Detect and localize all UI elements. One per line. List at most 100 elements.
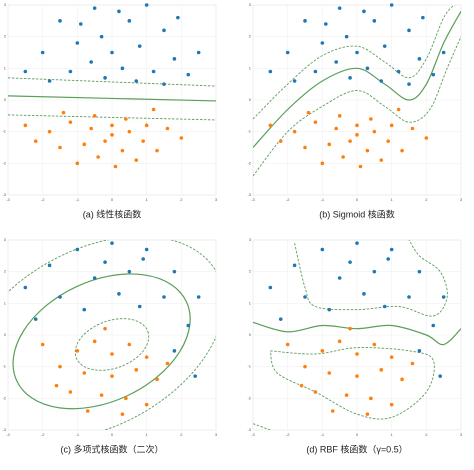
point [337, 339, 342, 344]
point [75, 161, 80, 166]
panel: -3 -2 -1 0 1 2 3 -3 -2 -1 0 1 2 3 (b) Sigmoid 核函数 [247, 2, 462, 219]
point [355, 123, 359, 128]
point [165, 361, 170, 366]
point [268, 285, 273, 290]
point [92, 339, 97, 344]
point [176, 15, 180, 20]
point [82, 142, 87, 147]
point [85, 409, 90, 413]
point [79, 22, 83, 26]
point [407, 82, 411, 86]
point [355, 50, 359, 55]
point [365, 66, 370, 71]
boundary-line [253, 11, 461, 148]
y-tick-label: 2 [249, 34, 252, 39]
point [92, 6, 97, 10]
point [334, 60, 339, 64]
boundary-line [8, 77, 216, 87]
boundary-ellipse [74, 318, 150, 371]
point [369, 396, 373, 401]
x-tick-label: 2 [425, 197, 428, 202]
point [96, 155, 100, 159]
point [278, 139, 283, 143]
x-tick-label: 3 [215, 197, 218, 202]
point [172, 349, 177, 353]
point [155, 148, 159, 153]
point [365, 148, 370, 153]
point [103, 139, 107, 143]
point [151, 69, 156, 74]
y-tick-label: -1 [247, 364, 251, 369]
point [68, 120, 73, 124]
boundary-line [8, 95, 216, 102]
point [103, 260, 107, 264]
point [327, 307, 332, 312]
point [23, 285, 28, 290]
point [110, 123, 114, 128]
boundary-line [8, 114, 216, 121]
point [299, 383, 304, 388]
point [348, 326, 352, 331]
point [186, 72, 191, 77]
point [47, 79, 52, 83]
point [99, 34, 104, 39]
y-tick-label: 3 [249, 237, 252, 242]
boundary-line [253, 36, 461, 177]
point [386, 139, 391, 143]
point [124, 396, 128, 401]
point [162, 295, 166, 299]
point [334, 126, 339, 131]
point [344, 34, 349, 39]
point [23, 123, 28, 128]
point [355, 374, 359, 378]
point [389, 402, 394, 407]
point [162, 28, 166, 33]
point [348, 260, 352, 264]
point [117, 9, 121, 14]
point [58, 295, 62, 299]
x-tick-label: 0 [356, 432, 359, 437]
point [120, 148, 125, 153]
point [407, 295, 411, 299]
point [278, 317, 283, 321]
point [127, 19, 132, 23]
y-tick-label: 0 [249, 332, 252, 337]
point [379, 158, 384, 162]
point [438, 374, 443, 378]
chart-title: (b) Sigmoid 核函数 [319, 208, 395, 219]
point [372, 19, 377, 23]
curves [253, 5, 461, 177]
point [320, 41, 325, 45]
point [362, 9, 366, 14]
point [303, 145, 307, 150]
point [134, 158, 139, 162]
point [120, 412, 125, 416]
point [124, 117, 128, 121]
point [47, 129, 52, 134]
y-tick-label: -1 [247, 129, 251, 134]
x-tick-label: 3 [460, 197, 463, 202]
point [379, 79, 384, 83]
boundary-ellipse [12, 273, 191, 410]
point [137, 44, 142, 48]
point [441, 50, 446, 55]
point [40, 342, 45, 347]
point [292, 263, 297, 268]
x-tick-label: -3 [6, 197, 10, 202]
point [389, 247, 394, 252]
y-tick-label: 1 [4, 300, 7, 305]
point [141, 139, 145, 143]
point [348, 76, 352, 80]
y-tick-label: 3 [4, 2, 7, 7]
point [110, 374, 114, 378]
x-tick-label: 0 [111, 432, 114, 437]
point [58, 19, 62, 23]
point [141, 257, 145, 261]
point [330, 409, 335, 413]
point [54, 383, 59, 388]
point [355, 241, 359, 245]
point [313, 69, 318, 74]
point [110, 133, 114, 137]
point [268, 69, 273, 74]
point [410, 361, 415, 366]
